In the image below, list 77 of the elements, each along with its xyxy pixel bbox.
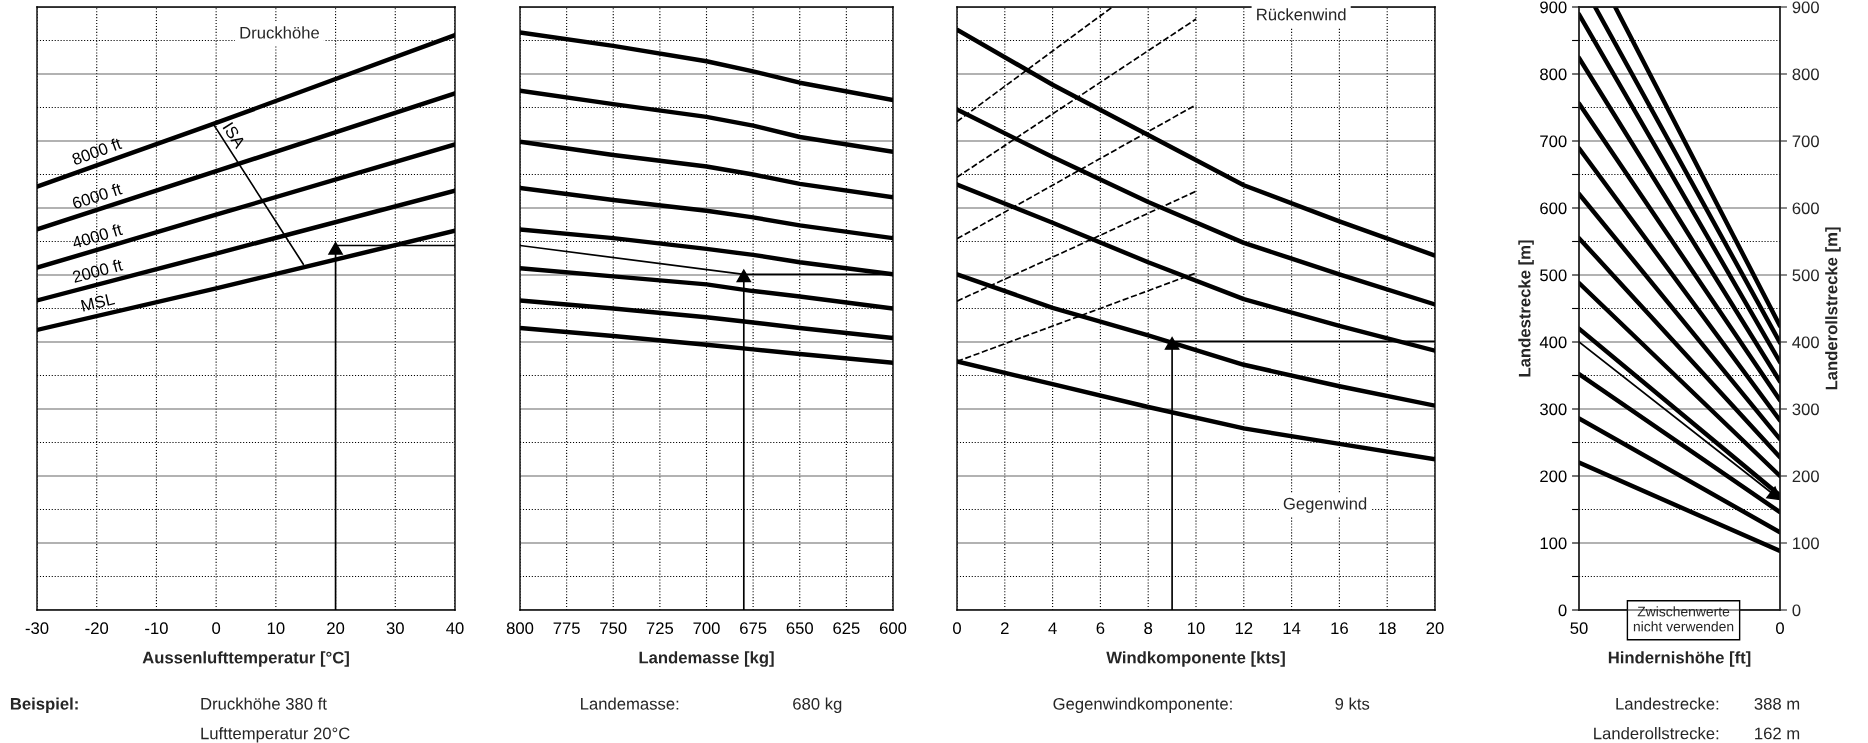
text: 8000 ft (71, 136, 123, 166)
y2-tick-label: 400 (1792, 336, 1819, 349)
text: 680 kg (793, 697, 842, 714)
x-tick-label: 775 (553, 622, 580, 635)
x-axis-title: Windkomponente [kts] (1106, 651, 1285, 667)
y-tick-label: 900 (1540, 1, 1567, 14)
y2-tick-label: 700 (1792, 135, 1819, 148)
x-tick-label: -20 (85, 622, 109, 635)
x-axis-title: Hindernishöhe [ft] (1608, 651, 1751, 667)
y-tick-label: 500 (1540, 269, 1567, 282)
x-tick-label: 4 (1048, 622, 1057, 634)
x-tick-label: 650 (786, 622, 813, 635)
x-tick-label: 14 (1283, 622, 1301, 634)
text: 162 m (1755, 727, 1800, 740)
text: Landemasse: (581, 697, 679, 710)
x-tick-label: 725 (646, 622, 674, 635)
y2-tick-label: 800 (1792, 68, 1819, 81)
text: Beispiel: (10, 697, 78, 714)
x-tick-label: 600 (879, 622, 907, 635)
x-tick-label: 12 (1235, 622, 1253, 634)
x-tick-label: 30 (386, 622, 404, 635)
x-tick-label: 20 (1426, 622, 1444, 635)
text: ISA (222, 121, 247, 150)
text: Landestrecke: (1616, 697, 1719, 710)
text: Landerollstrecke: (1594, 727, 1719, 740)
x-tick-label: 20 (327, 622, 345, 635)
y-tick-label: 800 (1540, 68, 1567, 81)
text: 9 kts (1335, 697, 1370, 710)
x-tick-label: 0 (212, 622, 221, 635)
y2-tick-label: 0 (1792, 604, 1801, 617)
y2-tick-label: 500 (1792, 269, 1819, 282)
y-axis-title: Landestrecke [m] (1518, 240, 1534, 377)
x-axis-title: Aussenlufttemperatur [°C] (142, 651, 349, 667)
x-tick-label: 800 (506, 622, 534, 635)
x-tick-label: 700 (693, 622, 720, 635)
x-tick-label: 18 (1379, 622, 1396, 635)
text: Lufttemperatur 20°C (201, 727, 350, 743)
y2-tick-label: 600 (1792, 202, 1819, 215)
x-tick-label: 50 (1570, 622, 1588, 635)
x-tick-label: 0 (1776, 622, 1784, 635)
x-tick-label: -10 (145, 622, 168, 635)
annotation: Zwischenwerte nicht verwenden (1633, 606, 1734, 632)
y-tick-label: 100 (1540, 537, 1567, 550)
y2-tick-label: 200 (1792, 470, 1819, 483)
x-tick-label: 625 (833, 622, 860, 635)
y-tick-label: 300 (1540, 403, 1567, 416)
y2-tick-label: 300 (1792, 403, 1819, 416)
y2-tick-label: 900 (1792, 1, 1819, 14)
annotation: Rückenwind (1257, 8, 1346, 21)
x-tick-label: -30 (25, 622, 49, 635)
text: Gegenwindkomponente: (1053, 697, 1232, 714)
x-tick-label: 10 (267, 622, 285, 635)
x-tick-label: 0 (953, 622, 961, 635)
x-tick-label: 6 (1096, 622, 1105, 635)
x-tick-label: 750 (600, 622, 627, 635)
x-tick-label: 2 (1001, 622, 1009, 634)
annotation: Gegenwind (1283, 497, 1367, 513)
y2-axis-title: Landerollstrecke [m] (1825, 227, 1841, 390)
text: MSL (80, 292, 116, 312)
y-tick-label: 600 (1540, 202, 1567, 215)
y-tick-label: 700 (1540, 135, 1567, 148)
x-tick-label: 16 (1331, 622, 1348, 635)
y-tick-label: 200 (1540, 470, 1567, 483)
text: 388 m (1754, 697, 1800, 710)
y-tick-label: 0 (1558, 604, 1567, 617)
x-tick-label: 675 (740, 622, 767, 635)
x-axis-title: Landemasse [kg] (639, 651, 774, 667)
x-tick-label: 8 (1144, 622, 1153, 635)
text: Druckhöhe 380 ft (201, 697, 327, 710)
text: 6000 ft (71, 182, 123, 210)
y-tick-label: 400 (1539, 336, 1567, 349)
text: 4000 ft (71, 222, 124, 249)
x-tick-label: 10 (1188, 622, 1205, 635)
x-tick-label: 40 (446, 622, 464, 635)
annotation: Druckhöhe (240, 26, 319, 39)
text: 2000 ft (71, 258, 124, 283)
y2-tick-label: 100 (1793, 537, 1819, 550)
